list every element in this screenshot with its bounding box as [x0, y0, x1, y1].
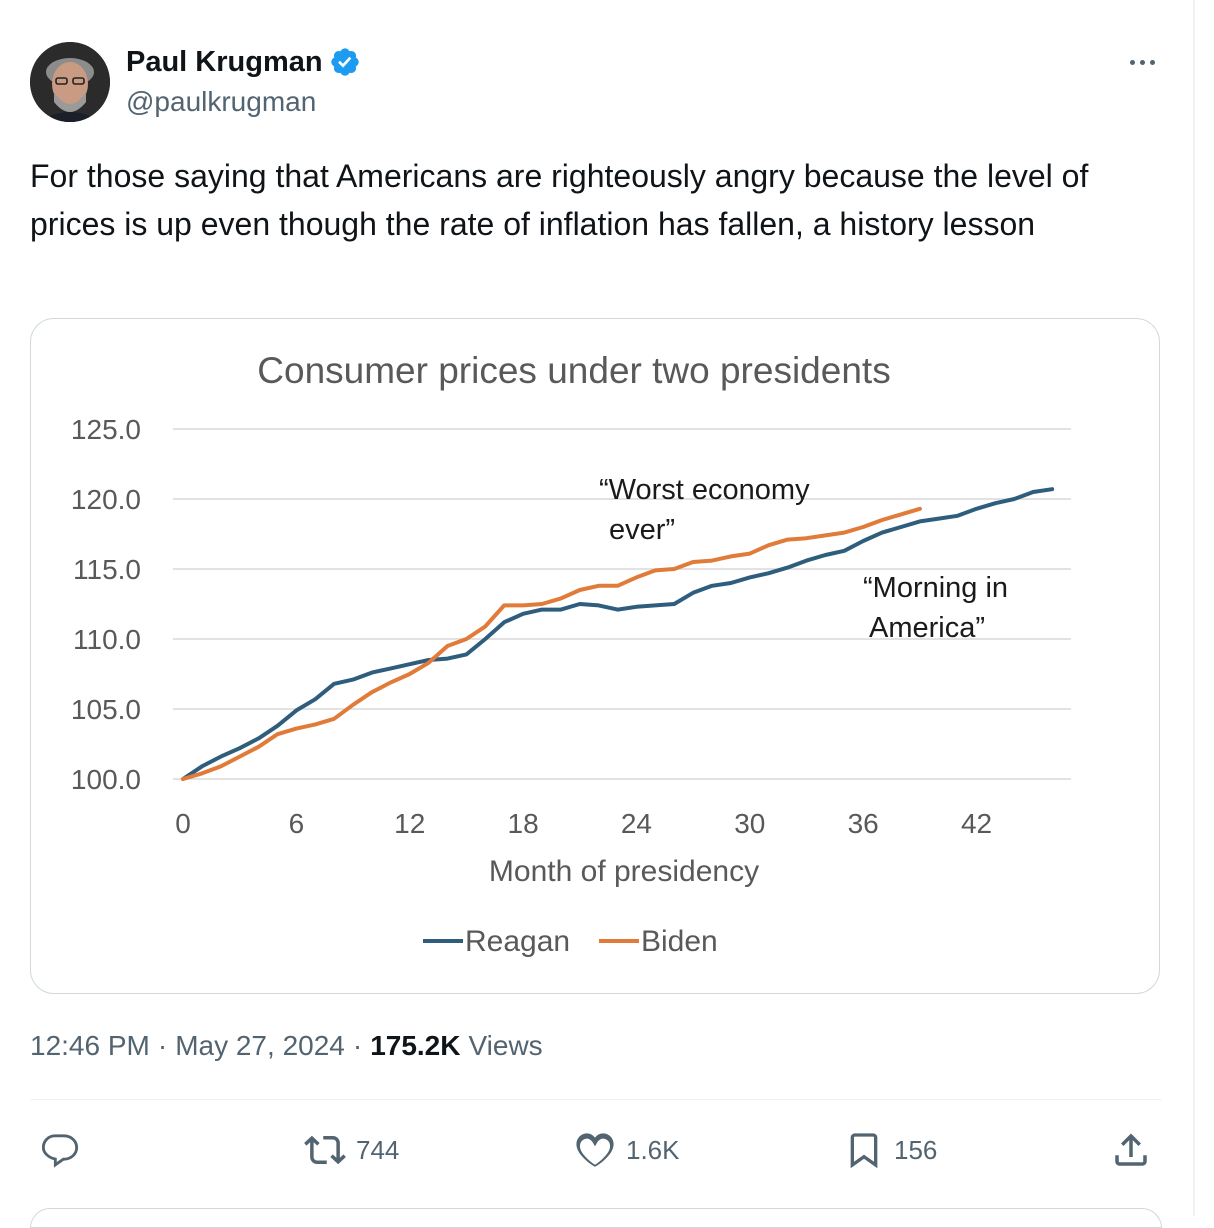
chart-title: Consumer prices under two presidents — [257, 350, 890, 391]
x-tick-label: 12 — [394, 808, 425, 839]
x-axis-label: Month of presidency — [489, 855, 759, 888]
tweet-media-chart[interactable]: Consumer prices under two presidents 100… — [30, 318, 1160, 994]
divider — [30, 1099, 1162, 1100]
reply-button[interactable] — [40, 1128, 80, 1172]
author-handle[interactable]: @paulkrugman — [126, 86, 317, 117]
more-options-icon[interactable] — [1122, 52, 1162, 72]
tweet-actions: 744 1.6K 156 — [30, 1120, 1162, 1180]
separator-dot: · — [352, 1030, 363, 1061]
author-name[interactable]: Paul Krugman — [126, 45, 323, 78]
tweet-text: For those saying that Americans are righ… — [30, 158, 1089, 242]
retweet-icon — [304, 1135, 346, 1165]
series-line-biden — [181, 506, 922, 781]
like-button[interactable]: 1.6K — [574, 1128, 680, 1172]
separator-dot: · — [157, 1030, 168, 1061]
heart-icon — [576, 1133, 614, 1167]
x-tick-label: 0 — [175, 808, 191, 839]
reply-icon — [41, 1134, 79, 1168]
y-tick-label: 110.0 — [73, 624, 141, 655]
verified-badge-icon — [329, 46, 361, 78]
views-label: Views — [468, 1030, 543, 1061]
bookmark-count: 156 — [894, 1134, 938, 1165]
series-line-reagan — [181, 487, 1055, 781]
timeline-border — [1193, 0, 1195, 1216]
chart-annotation: America” — [869, 612, 985, 644]
tweet-meta: 12:46 PM · May 27, 2024 · 175.2K Views — [30, 1030, 543, 1062]
x-tick-label: 36 — [848, 808, 879, 839]
y-tick-label: 105.0 — [71, 694, 141, 725]
y-tick-label: 120.0 — [71, 484, 141, 515]
legend-label: Biden — [641, 925, 718, 958]
x-tick-label: 6 — [289, 808, 305, 839]
x-tick-label: 42 — [961, 808, 992, 839]
reply-composer-edge — [30, 1208, 1162, 1228]
x-tick-label: 24 — [621, 808, 652, 839]
bookmark-icon — [850, 1133, 878, 1169]
x-tick-label: 18 — [508, 808, 539, 839]
author-name-row[interactable]: Paul Krugman — [126, 44, 361, 80]
retweet-count: 744 — [356, 1134, 400, 1165]
chart-annotation: ever” — [609, 514, 675, 546]
x-tick-label: 30 — [734, 808, 765, 839]
author-avatar[interactable] — [30, 42, 110, 122]
tweet-time[interactable]: 12:46 PM — [30, 1030, 150, 1061]
chart-annotation: “Morning in — [863, 572, 1008, 604]
bookmark-button[interactable]: 156 — [844, 1128, 937, 1172]
y-tick-label: 115.0 — [73, 554, 141, 585]
chart-svg: Consumer prices under two presidents 100… — [71, 350, 1071, 958]
share-icon — [1115, 1133, 1147, 1166]
share-button[interactable] — [1110, 1128, 1152, 1172]
legend-label: Reagan — [465, 925, 570, 958]
tweet-date[interactable]: May 27, 2024 — [175, 1030, 345, 1061]
chart-annotation: “Worst economy — [599, 474, 810, 506]
person-avatar-icon — [30, 42, 110, 122]
y-tick-label: 125.0 — [71, 414, 141, 445]
views-count: 175.2K — [370, 1030, 461, 1061]
retweet-button[interactable]: 744 — [304, 1128, 399, 1172]
y-tick-label: 100.0 — [71, 764, 141, 795]
like-count: 1.6K — [626, 1134, 680, 1165]
